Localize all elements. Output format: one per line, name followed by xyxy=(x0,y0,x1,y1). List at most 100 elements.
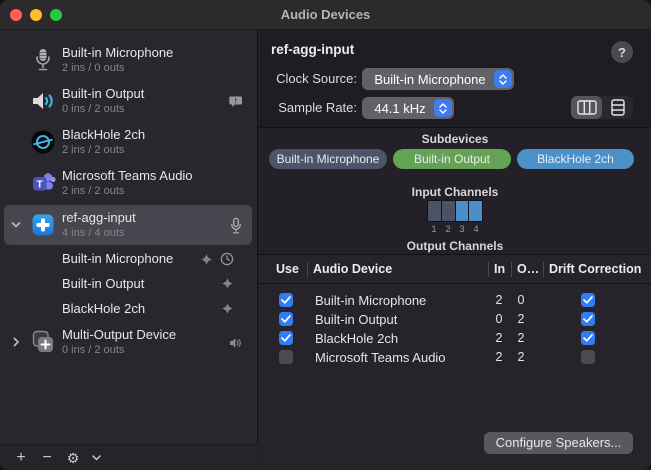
subdevice-row-built-in-microphone[interactable]: Built-in Microphone xyxy=(0,247,258,272)
chevron-down-icon[interactable] xyxy=(10,219,22,231)
device-detail: 2 ins / 2 outs xyxy=(62,144,125,156)
subdevice-row-blackhole-2ch[interactable]: BlackHole 2ch xyxy=(0,297,258,322)
device-detail-panel: ref-agg-input ? Clock Source: Built-in M… xyxy=(259,30,651,470)
alert-bubble-icon xyxy=(229,96,242,107)
use-checkbox[interactable] xyxy=(279,312,293,326)
close-window-button[interactable] xyxy=(10,9,22,21)
drift-correction-checkbox[interactable] xyxy=(581,293,595,307)
table-cell-device: BlackHole 2ch xyxy=(315,331,399,346)
clock-source-value: Built-in Microphone xyxy=(374,71,486,87)
table-cell-device: Microsoft Teams Audio xyxy=(315,350,446,365)
configure-speakers-button[interactable]: Configure Speakers... xyxy=(484,432,633,454)
chevron-right-icon[interactable] xyxy=(10,336,22,348)
speaker-output-icon xyxy=(230,337,241,348)
sample-rate-label: Sample Rate: xyxy=(278,100,357,115)
add-device-button[interactable]: + xyxy=(16,448,26,466)
clock-source-popup[interactable]: Built-in Microphone xyxy=(362,68,514,90)
sidebar-item-ref-agg-input[interactable]: ref-agg-input 4 ins / 4 outs xyxy=(0,205,258,246)
signal-icon xyxy=(200,253,213,265)
signal-icon xyxy=(221,277,234,290)
table-cell-out: 2 xyxy=(517,312,525,326)
table-row[interactable]: BlackHole 2ch 2 2 xyxy=(259,329,651,348)
subdevice-row-built-in-output[interactable]: Built-in Output xyxy=(0,272,258,297)
device-detail: 2 ins / 0 outs xyxy=(62,62,125,74)
sidebar-item-multi-output-device[interactable]: Multi-Output Device 0 ins / 2 outs xyxy=(0,322,258,363)
channel-number: 3 xyxy=(459,224,465,235)
input-channels-heading: Input Channels xyxy=(411,185,499,199)
columns-view-button[interactable] xyxy=(571,96,602,119)
table-cell-device: Built-in Output xyxy=(315,312,398,327)
column-header-drift-correction[interactable]: Drift Correction xyxy=(549,262,642,276)
use-checkbox[interactable] xyxy=(279,293,293,307)
subdevice-name: BlackHole 2ch xyxy=(62,301,146,316)
svg-text:T: T xyxy=(37,179,43,190)
sidebar-toolbar: + − ⚙ xyxy=(0,444,258,470)
subdevice-table-section: Use Audio Device In O… Drift Correction … xyxy=(259,254,651,470)
table-cell-in: 2 xyxy=(495,331,503,345)
table-cell-out: 0 xyxy=(517,293,525,307)
column-header-in[interactable]: In xyxy=(494,262,506,276)
device-name: Microsoft Teams Audio xyxy=(62,168,193,183)
sidebar-item-blackhole-2ch[interactable]: BlackHole 2ch 2 ins / 2 outs xyxy=(0,122,258,163)
gear-icon[interactable]: ⚙ xyxy=(66,449,80,466)
page-title: ref-agg-input xyxy=(271,42,355,57)
drift-correction-checkbox[interactable] xyxy=(581,350,595,364)
table-header-divider xyxy=(259,283,651,284)
device-name: ref-agg-input xyxy=(62,210,136,225)
device-name: Built-in Output xyxy=(62,86,145,101)
sidebar-item-microsoft-teams-audio[interactable]: T Microsoft Teams Audio 2 ins / 2 outs xyxy=(0,163,258,204)
microphone-input-icon xyxy=(231,217,241,233)
table-row[interactable]: Microsoft Teams Audio 2 2 xyxy=(259,348,651,367)
remove-device-button[interactable]: − xyxy=(42,448,52,466)
microphone-icon xyxy=(36,49,50,71)
subdevice-name: Built-in Microphone xyxy=(62,251,174,266)
table-cell-in: 2 xyxy=(495,293,503,307)
sidebar-item-built-in-microphone[interactable]: Built-in Microphone 2 ins / 0 outs xyxy=(0,40,258,81)
subdevice-pill-built-in-microphone[interactable]: Built-in Microphone xyxy=(269,149,387,169)
drift-correction-checkbox[interactable] xyxy=(581,331,595,345)
use-checkbox[interactable] xyxy=(279,331,293,345)
subdevice-pill-blackhole-2ch[interactable]: BlackHole 2ch xyxy=(517,149,634,169)
column-header-use[interactable]: Use xyxy=(276,262,299,276)
window-title: Audio Devices xyxy=(280,7,371,22)
input-channels-strip xyxy=(427,200,483,222)
minimize-window-button[interactable] xyxy=(30,9,42,21)
columns-view-icon xyxy=(576,100,597,115)
table-cell-out: 2 xyxy=(517,350,525,364)
use-checkbox[interactable] xyxy=(279,350,293,364)
device-detail: 0 ins / 2 outs xyxy=(62,103,125,115)
device-name: Built-in Microphone xyxy=(62,45,174,60)
device-detail: 4 ins / 4 outs xyxy=(62,227,125,239)
column-divider xyxy=(543,262,544,277)
table-row[interactable]: Built-in Output 0 2 xyxy=(259,310,651,329)
channel-number: 2 xyxy=(445,224,451,235)
subdevices-heading: Subdevices xyxy=(421,132,489,146)
device-detail: 2 ins / 2 outs xyxy=(62,185,125,197)
titlebar: Audio Devices xyxy=(0,0,651,30)
channel-number: 4 xyxy=(473,224,479,235)
zoom-window-button[interactable] xyxy=(50,9,62,21)
channel-block-3 xyxy=(455,201,469,221)
column-header-out[interactable]: O… xyxy=(517,262,540,276)
blackhole-icon xyxy=(31,130,55,154)
column-header-audio-device[interactable]: Audio Device xyxy=(313,262,393,276)
table-cell-device: Built-in Microphone xyxy=(315,293,427,308)
help-button[interactable]: ? xyxy=(611,41,633,63)
output-channels-heading: Output Channels xyxy=(406,239,504,253)
device-name: BlackHole 2ch xyxy=(62,127,146,142)
clock-source-label: Clock Source: xyxy=(276,71,357,86)
subdevice-pill-built-in-output[interactable]: Built-in Output xyxy=(393,149,511,169)
sample-rate-popup[interactable]: 44.1 kHz xyxy=(362,97,454,119)
subdevice-name: Built-in Output xyxy=(62,276,145,291)
drift-correction-checkbox[interactable] xyxy=(581,312,595,326)
speaker-icon xyxy=(33,93,53,109)
gear-chevron-down-icon[interactable] xyxy=(86,447,106,469)
list-view-button[interactable] xyxy=(602,96,633,119)
table-row[interactable]: Built-in Microphone 2 0 xyxy=(259,291,651,310)
table-cell-in: 0 xyxy=(495,312,503,326)
sample-rate-value: 44.1 kHz xyxy=(374,100,426,116)
channel-numbers: 1 2 3 4 xyxy=(427,224,483,235)
channel-block-4 xyxy=(469,201,482,221)
sidebar-item-built-in-output[interactable]: Built-in Output 0 ins / 2 outs xyxy=(0,81,258,122)
